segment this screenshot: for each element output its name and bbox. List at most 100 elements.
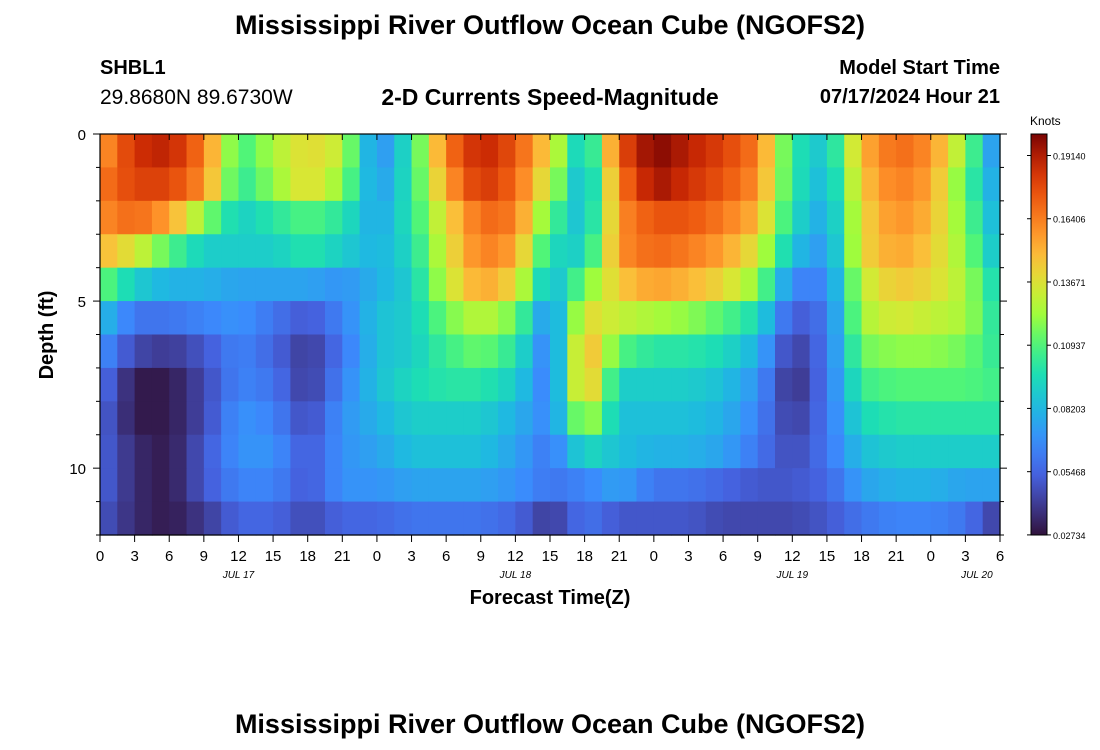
heatmap-cell xyxy=(532,134,551,169)
colorbar-tick-label: 0.02734 xyxy=(1053,531,1086,541)
heatmap-cell xyxy=(948,401,966,436)
heatmap-cell xyxy=(359,234,378,269)
heatmap-cells xyxy=(100,134,1001,536)
heatmap-cell xyxy=(203,134,222,169)
heatmap-cell xyxy=(446,301,465,336)
heatmap-cell xyxy=(134,167,153,202)
heatmap-cell xyxy=(307,401,326,436)
heatmap-cell xyxy=(515,301,534,336)
heatmap-cell xyxy=(948,234,966,269)
heatmap-cell xyxy=(653,434,672,469)
heatmap-cell xyxy=(601,401,620,436)
heatmap-cell xyxy=(584,234,603,269)
heatmap-cell xyxy=(601,134,620,169)
heatmap-cell xyxy=(221,367,240,402)
heatmap-cell xyxy=(238,134,257,169)
heatmap-cell xyxy=(342,501,361,536)
colorbar-tick-label: 0.05468 xyxy=(1053,468,1086,478)
heatmap-cell xyxy=(342,200,361,235)
heatmap-cell xyxy=(965,434,984,469)
heatmap-cell xyxy=(757,267,776,302)
heatmap-cell xyxy=(532,167,551,202)
heatmap-cell xyxy=(186,301,205,336)
heatmap-cell xyxy=(238,501,257,536)
heatmap-cell xyxy=(446,234,465,269)
heatmap-cell xyxy=(463,234,482,269)
heatmap-cell xyxy=(740,267,759,302)
heatmap-cell xyxy=(203,401,222,436)
heatmap-cell xyxy=(619,468,638,503)
heatmap-cell xyxy=(913,301,932,336)
heatmap-cell xyxy=(861,301,880,336)
heatmap-cell xyxy=(965,134,984,169)
heatmap-cell xyxy=(117,234,136,269)
heatmap-cell xyxy=(844,468,863,503)
heatmap-cell xyxy=(636,468,655,503)
heatmap-cell xyxy=(376,301,395,336)
heatmap-cell xyxy=(273,401,291,436)
heatmap-cell xyxy=(394,434,413,469)
heatmap-cell xyxy=(446,501,465,536)
heatmap-cell xyxy=(619,267,638,302)
heatmap-cell xyxy=(913,167,932,202)
heatmap-cell xyxy=(636,134,655,169)
heatmap-cell xyxy=(290,167,309,202)
heatmap-cell xyxy=(775,468,793,503)
heatmap-cell xyxy=(705,501,724,536)
heatmap-cell xyxy=(480,301,499,336)
heatmap-cell xyxy=(151,200,170,235)
heatmap-cell xyxy=(723,234,741,269)
x-tick-label: 9 xyxy=(477,548,485,565)
heatmap-cell xyxy=(948,301,966,336)
heatmap-cell xyxy=(982,200,1001,235)
heatmap-cell xyxy=(601,468,620,503)
heatmap-cell xyxy=(844,134,863,169)
heatmap-cell xyxy=(203,234,222,269)
heatmap-cell xyxy=(428,501,447,536)
heatmap-cell xyxy=(117,501,136,536)
heatmap-cell xyxy=(775,434,793,469)
heatmap-cell xyxy=(792,468,811,503)
heatmap-cell xyxy=(930,301,949,336)
heatmap-cell xyxy=(376,367,395,402)
heatmap-cell xyxy=(567,134,586,169)
heatmap-cell xyxy=(134,267,153,302)
heatmap-cell xyxy=(861,501,880,536)
heatmap-cell xyxy=(861,167,880,202)
heatmap-cell xyxy=(342,167,361,202)
heatmap-cell xyxy=(394,234,413,269)
heatmap-cell xyxy=(757,501,776,536)
heatmap-cell xyxy=(342,434,361,469)
heatmap-cell xyxy=(394,267,413,302)
heatmap-cell xyxy=(757,334,776,369)
x-tick-label: 9 xyxy=(754,548,762,565)
heatmap-cell xyxy=(896,134,915,169)
heatmap-cell xyxy=(550,134,568,169)
heatmap-cell xyxy=(930,134,949,169)
heatmap-cell xyxy=(861,267,880,302)
heatmap-cell xyxy=(169,134,188,169)
heatmap-cell xyxy=(896,301,915,336)
heatmap-cell xyxy=(376,468,395,503)
heatmap-cell xyxy=(255,401,274,436)
heatmap-cell xyxy=(169,434,188,469)
heatmap-cell xyxy=(498,134,516,169)
heatmap-cell xyxy=(671,267,690,302)
heatmap-cell xyxy=(861,434,880,469)
heatmap-cell xyxy=(480,367,499,402)
heatmap-cell xyxy=(601,167,620,202)
heatmap-cell xyxy=(567,334,586,369)
heatmap-cell xyxy=(653,167,672,202)
heatmap-cell xyxy=(792,267,811,302)
heatmap-cell xyxy=(307,334,326,369)
heatmap-cell xyxy=(117,267,136,302)
colorbar-tick-label: 0.10937 xyxy=(1053,341,1086,351)
heatmap-cell xyxy=(653,267,672,302)
heatmap-cell xyxy=(532,334,551,369)
heatmap-cell xyxy=(948,367,966,402)
heatmap-cell xyxy=(532,434,551,469)
heatmap-cell xyxy=(982,234,1001,269)
heatmap-cell xyxy=(342,334,361,369)
heatmap-cell xyxy=(896,367,915,402)
heatmap-cell xyxy=(584,334,603,369)
